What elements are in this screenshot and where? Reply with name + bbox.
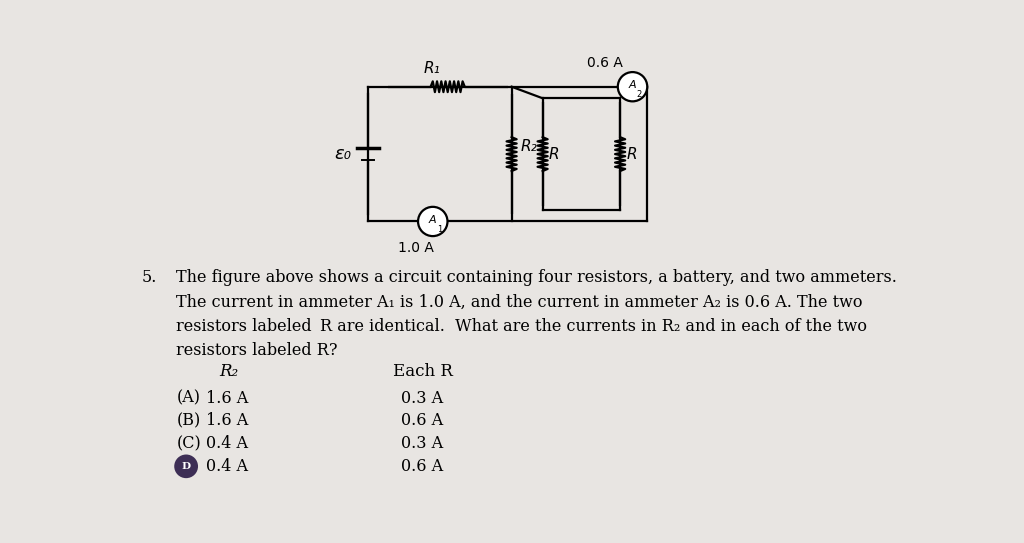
Text: ε₀: ε₀ [334,145,351,163]
Text: 5.: 5. [142,269,158,286]
Text: 0.6 A: 0.6 A [588,56,624,70]
Text: (B): (B) [177,412,201,430]
Text: (A): (A) [177,390,201,407]
Circle shape [617,72,647,102]
Text: resistors labeled R?: resistors labeled R? [176,342,338,359]
Text: Each R: Each R [392,363,453,380]
Circle shape [175,456,197,477]
Text: The current in ammeter A₁ is 1.0 A, and the current in ammeter A₂ is 0.6 A. The : The current in ammeter A₁ is 1.0 A, and … [176,293,862,311]
Text: 1: 1 [436,225,442,233]
Text: 0.3 A: 0.3 A [401,435,443,452]
Text: 1.0 A: 1.0 A [397,242,433,256]
Text: 0.3 A: 0.3 A [401,390,443,407]
Text: D: D [181,462,190,471]
Text: 2: 2 [636,90,642,99]
Text: R: R [627,147,637,162]
Text: resistors labeled  R are identical.  What are the currents in R₂ and in each of : resistors labeled R are identical. What … [176,318,867,334]
Text: 0.6 A: 0.6 A [401,458,443,475]
Text: (C): (C) [177,435,202,452]
Text: R₂: R₂ [521,139,538,154]
Text: 1.6 A: 1.6 A [206,412,248,430]
Text: The figure above shows a circuit containing four resistors, a battery, and two a: The figure above shows a circuit contain… [176,269,897,286]
Text: 0.4 A: 0.4 A [206,458,248,475]
Text: R: R [549,147,559,162]
Text: R₁: R₁ [424,61,440,76]
Text: A: A [429,215,436,225]
Text: A: A [629,80,636,90]
Text: 1.6 A: 1.6 A [206,390,248,407]
Text: R₂: R₂ [219,363,239,380]
Text: 0.4 A: 0.4 A [206,435,248,452]
Circle shape [418,207,447,236]
Text: 0.6 A: 0.6 A [401,412,443,430]
